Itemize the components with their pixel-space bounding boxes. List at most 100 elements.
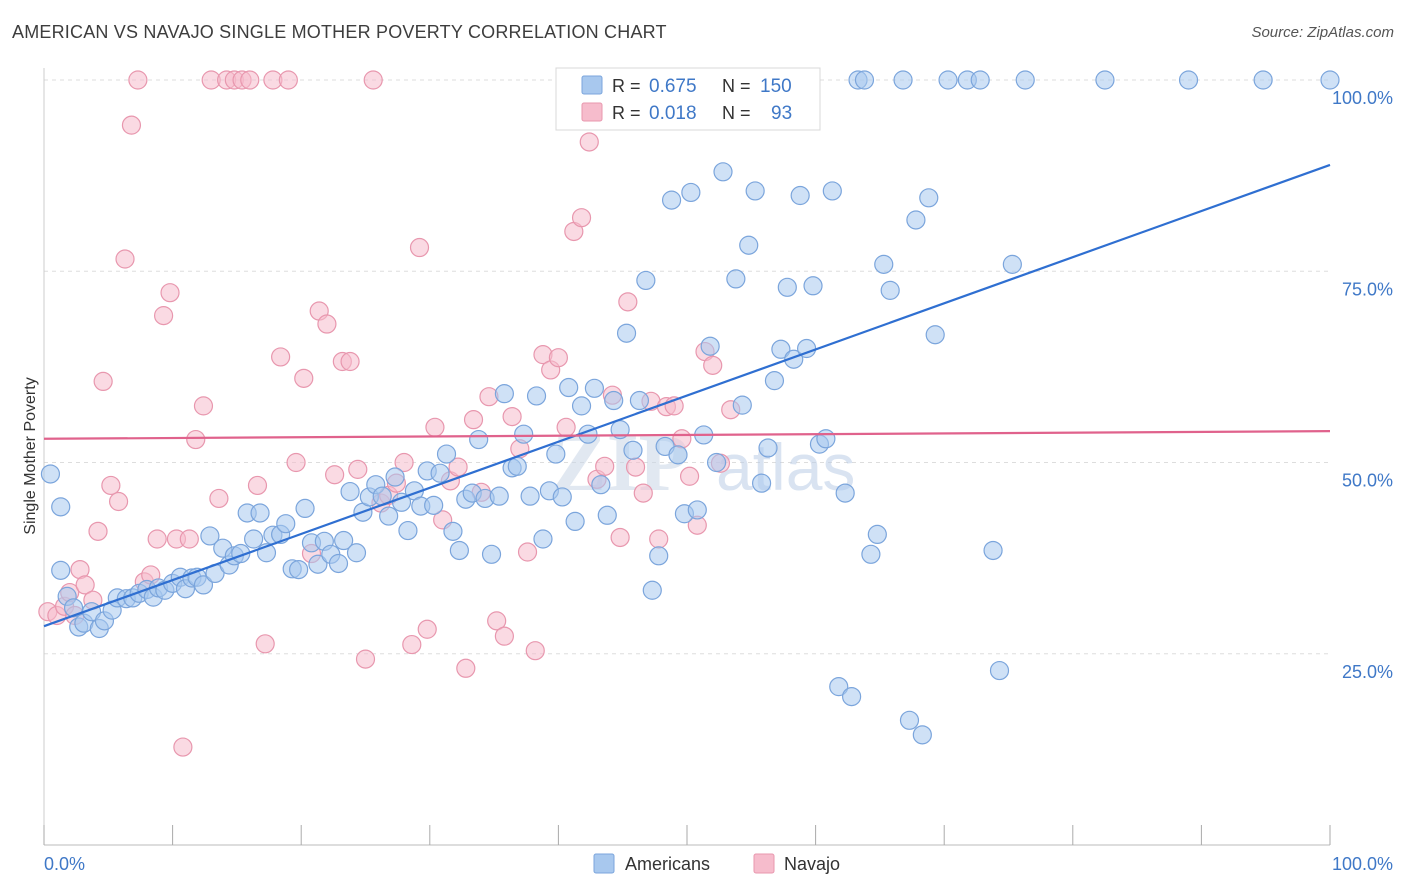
x-tick-label-max: 100.0% bbox=[1332, 854, 1393, 874]
legend-n-value-americans: 150 bbox=[760, 76, 792, 97]
americans-point-140 bbox=[970, 70, 990, 90]
americans-point-133 bbox=[899, 710, 920, 730]
x-tick-label-min: 0.0% bbox=[44, 854, 85, 874]
navajo-point-23 bbox=[186, 429, 206, 450]
americans-point-39 bbox=[289, 559, 309, 580]
americans-point-137 bbox=[925, 325, 945, 345]
americans-point-90 bbox=[616, 323, 637, 343]
americans-point-97 bbox=[661, 190, 682, 210]
americans-point-130 bbox=[874, 254, 894, 274]
americans-point-92 bbox=[629, 390, 650, 411]
americans-point-75 bbox=[520, 486, 540, 506]
americans-point-56 bbox=[398, 520, 418, 541]
navajo-points bbox=[38, 70, 741, 757]
americans-point-105 bbox=[713, 162, 733, 182]
americans-point-81 bbox=[559, 377, 579, 398]
americans-points bbox=[40, 70, 1340, 745]
americans-point-121 bbox=[816, 429, 836, 449]
americans-point-77 bbox=[533, 529, 553, 549]
americans-point-45 bbox=[328, 553, 349, 574]
source-label: Source: ZipAtlas.com bbox=[1251, 24, 1394, 41]
navajo-point-57 bbox=[448, 457, 468, 477]
americans-point-145 bbox=[1095, 70, 1115, 90]
legend-swatch-americans bbox=[581, 75, 603, 95]
americans-point-91 bbox=[623, 440, 643, 460]
legend-r-label-navajo: R = bbox=[612, 103, 641, 123]
navajo-point-8 bbox=[88, 521, 108, 541]
legend-r-label-americans: R = bbox=[612, 76, 641, 96]
americans-point-62 bbox=[436, 444, 457, 464]
navajo-point-45 bbox=[355, 649, 376, 669]
americans-point-25 bbox=[200, 526, 220, 546]
navajo-point-83 bbox=[649, 529, 669, 549]
navajo-point-43 bbox=[340, 351, 360, 372]
navajo-point-17 bbox=[147, 529, 167, 549]
americans-trend-line bbox=[43, 163, 1331, 628]
legend-r-value-americans: 0.675 bbox=[649, 76, 697, 97]
navajo-point-54 bbox=[425, 417, 445, 437]
navajo-point-18 bbox=[153, 306, 174, 326]
navajo-point-30 bbox=[240, 70, 260, 90]
americans-point-93 bbox=[636, 270, 656, 291]
americans-point-67 bbox=[469, 429, 489, 450]
legend-n-label-navajo: N = bbox=[722, 103, 751, 123]
americans-point-132 bbox=[893, 70, 913, 90]
americans-point-113 bbox=[764, 371, 785, 391]
y-tick-label-50: 50.0% bbox=[1342, 471, 1393, 491]
americans-point-123 bbox=[829, 677, 849, 697]
navajo-point-90 bbox=[703, 355, 723, 375]
americans-point-83 bbox=[571, 396, 592, 416]
navajo-trend-line bbox=[43, 430, 1331, 440]
americans-point-128 bbox=[861, 544, 881, 564]
navajo-point-22 bbox=[179, 529, 199, 549]
americans-point-70 bbox=[489, 486, 509, 506]
americans-point-74 bbox=[514, 424, 534, 444]
americans-point-146 bbox=[1178, 70, 1199, 90]
americans-point-127 bbox=[854, 70, 875, 90]
americans-point-144 bbox=[1015, 70, 1035, 90]
americans-point-100 bbox=[681, 182, 701, 203]
trend-lines bbox=[43, 163, 1331, 628]
navajo-point-58 bbox=[456, 658, 476, 678]
americans-point-87 bbox=[597, 505, 617, 525]
navajo-point-36 bbox=[286, 452, 306, 473]
americans-point-2 bbox=[51, 560, 71, 580]
y-tick-label-100: 100.0% bbox=[1332, 88, 1393, 108]
navajo-point-67 bbox=[525, 641, 545, 661]
navajo-point-50 bbox=[394, 452, 414, 473]
americans-point-135 bbox=[912, 725, 932, 745]
americans-point-125 bbox=[842, 686, 862, 707]
americans-point-53 bbox=[379, 506, 399, 526]
americans-point-147 bbox=[1253, 70, 1273, 90]
navajo-point-6 bbox=[75, 575, 95, 595]
americans-point-110 bbox=[745, 181, 765, 201]
navajo-point-34 bbox=[271, 347, 291, 367]
americans-point-101 bbox=[687, 500, 707, 520]
americans-point-47 bbox=[340, 481, 360, 502]
americans-point-0 bbox=[40, 464, 61, 484]
americans-point-80 bbox=[552, 487, 572, 507]
americans-point-129 bbox=[867, 524, 887, 545]
americans-point-95 bbox=[649, 546, 669, 566]
navajo-point-61 bbox=[479, 387, 499, 407]
legend-swatch-navajo bbox=[581, 102, 603, 122]
americans-point-117 bbox=[790, 185, 810, 206]
bottom-legend-label-americans: Americans bbox=[625, 854, 710, 874]
americans-point-141 bbox=[983, 540, 1003, 561]
americans-point-134 bbox=[906, 210, 926, 230]
americans-point-48 bbox=[346, 543, 367, 563]
americans-point-1 bbox=[51, 497, 71, 517]
americans-point-107 bbox=[726, 269, 746, 289]
navajo-point-81 bbox=[633, 483, 653, 503]
series-legend: Americans Navajo bbox=[593, 853, 840, 874]
navajo-point-13 bbox=[121, 115, 142, 135]
americans-point-108 bbox=[732, 395, 752, 415]
y-tick-label-25: 25.0% bbox=[1342, 662, 1393, 682]
americans-point-46 bbox=[334, 530, 354, 551]
navajo-point-86 bbox=[672, 429, 692, 449]
navajo-point-52 bbox=[409, 237, 430, 258]
axes bbox=[43, 68, 1331, 846]
navajo-point-26 bbox=[209, 488, 229, 509]
navajo-point-80 bbox=[625, 457, 646, 477]
